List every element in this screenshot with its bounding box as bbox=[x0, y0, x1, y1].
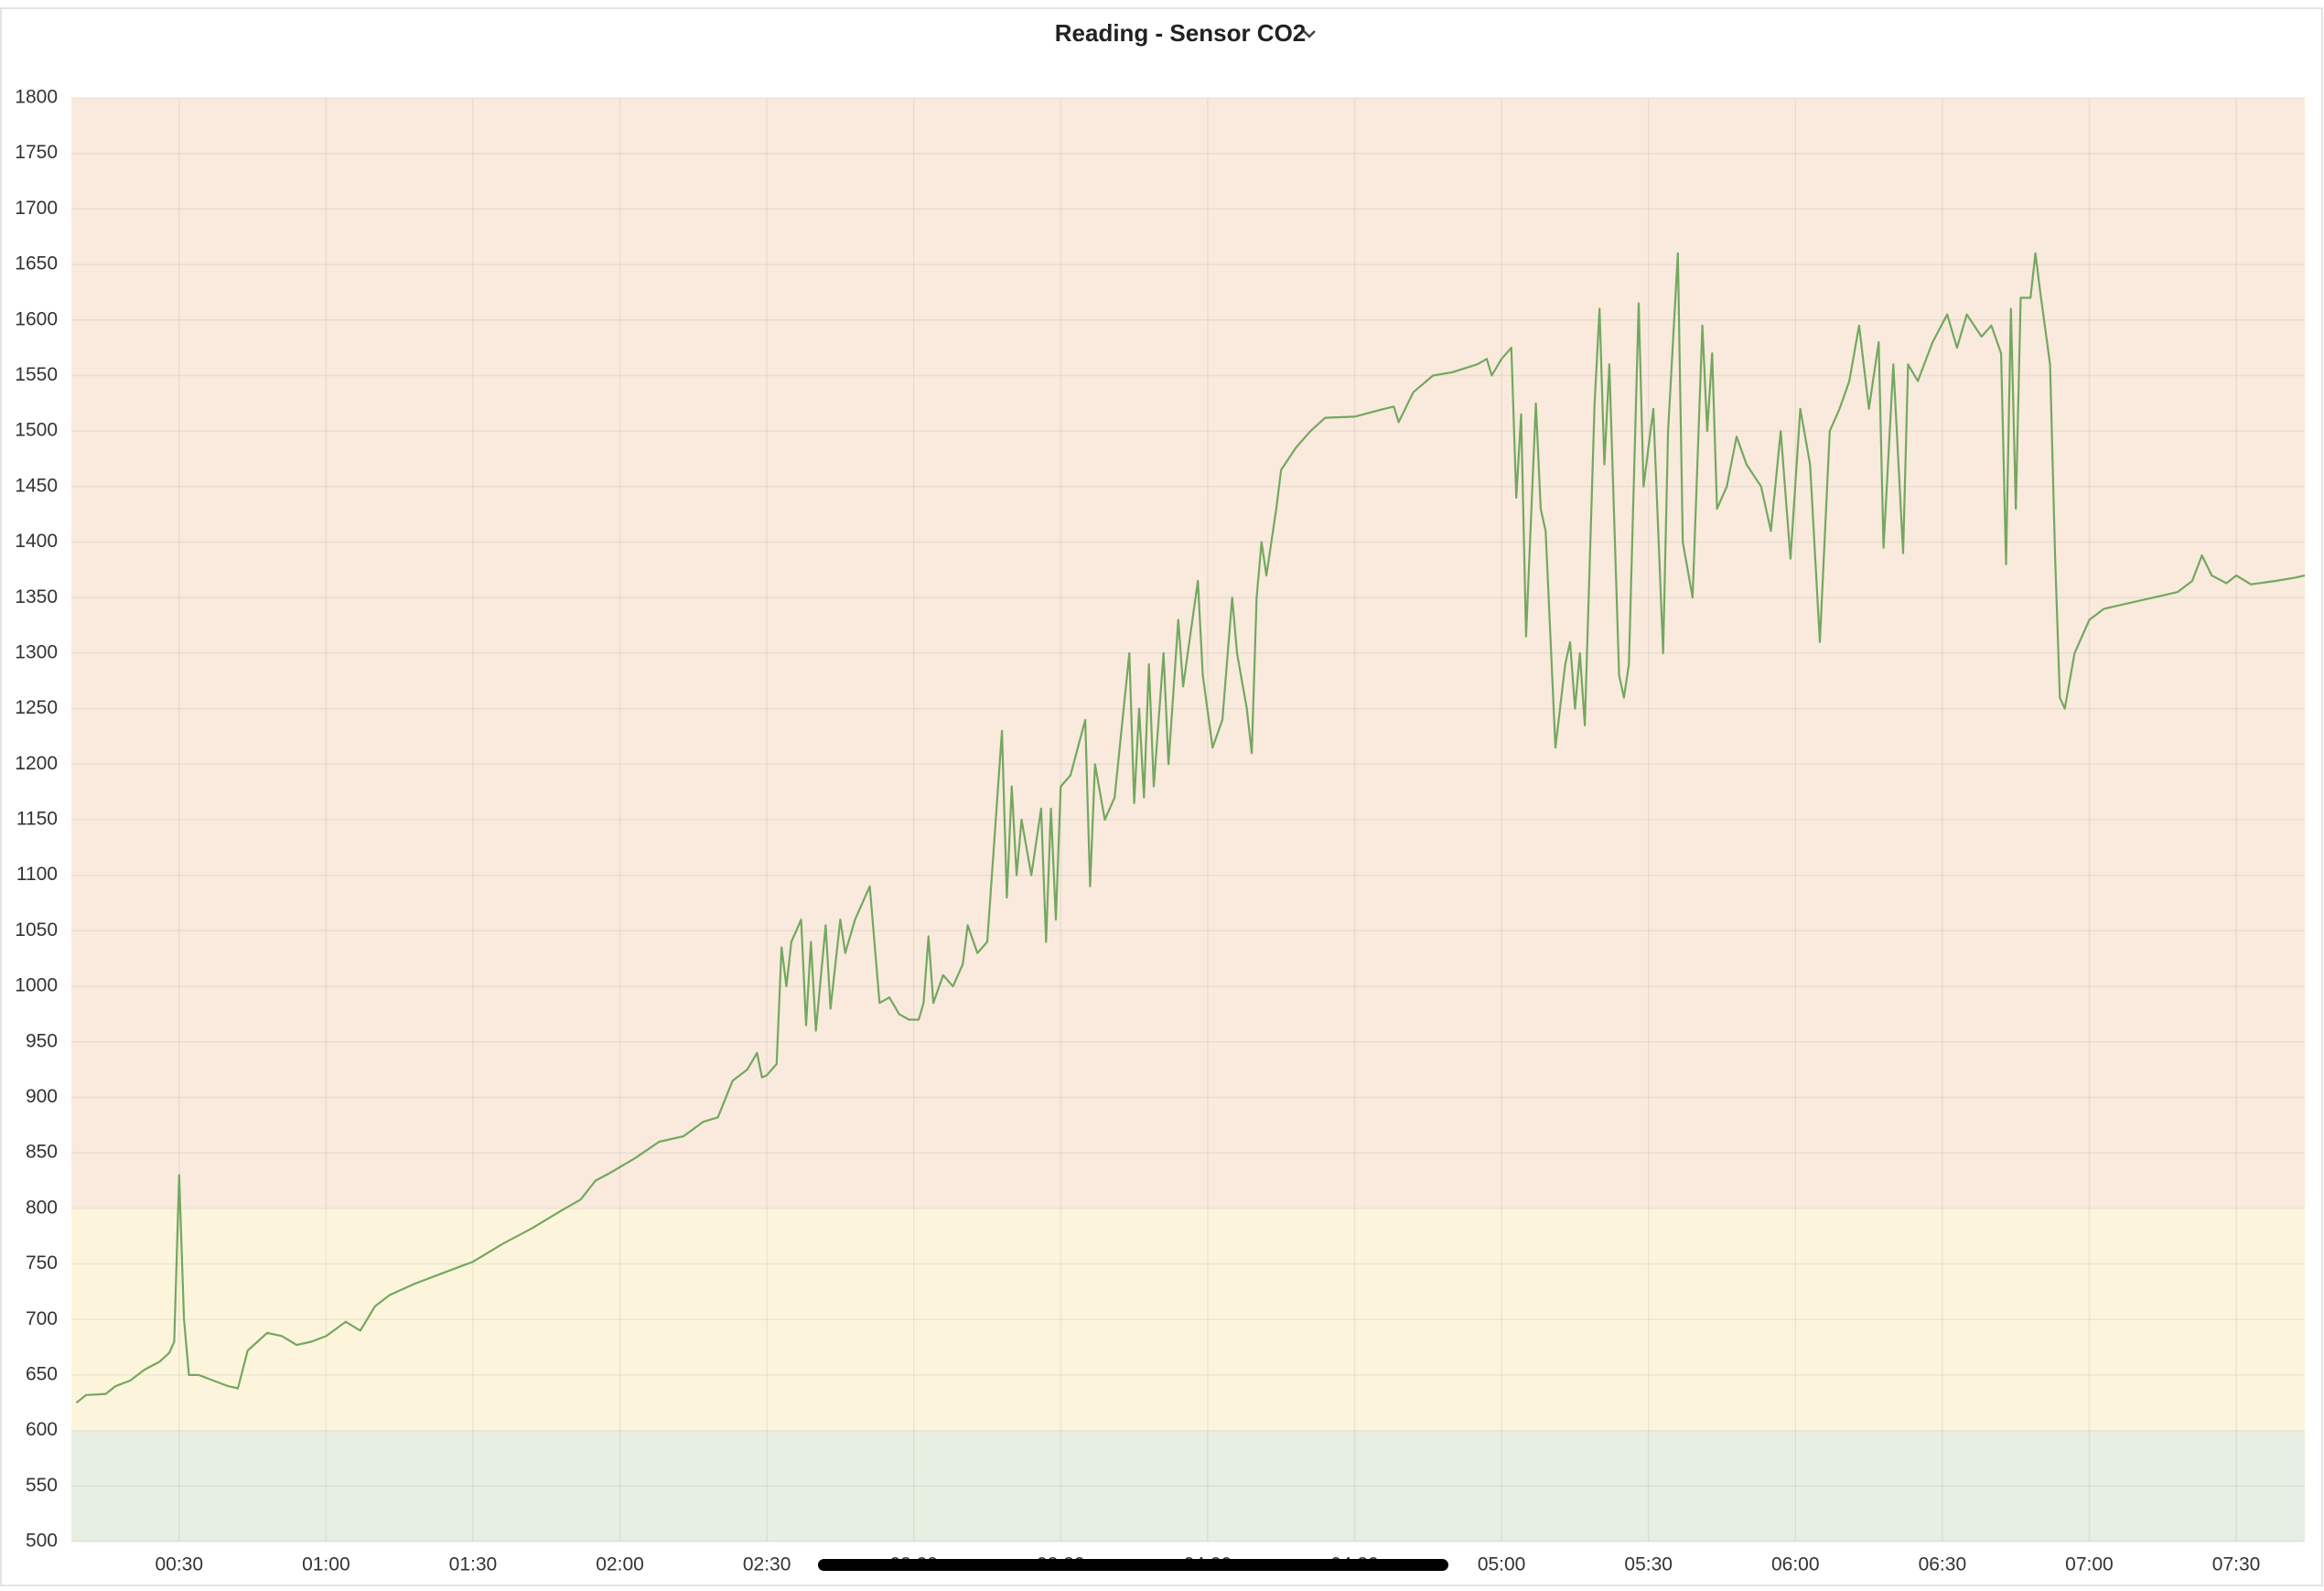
y-tick-label: 1150 bbox=[16, 809, 58, 830]
y-tick-label: 1300 bbox=[15, 641, 58, 662]
y-tick-label: 950 bbox=[26, 1030, 58, 1051]
x-tick-label: 02:30 bbox=[743, 1554, 791, 1575]
title-chevron[interactable] bbox=[1303, 30, 1316, 38]
y-tick-label: 500 bbox=[26, 1531, 58, 1552]
home-indicator bbox=[818, 1559, 1448, 1571]
y-tick-label: 700 bbox=[26, 1308, 58, 1329]
x-tick-label: 01:00 bbox=[302, 1554, 350, 1575]
y-tick-label: 1600 bbox=[15, 308, 58, 329]
y-tick-label: 1200 bbox=[15, 753, 58, 774]
y-tick-label: 1100 bbox=[16, 864, 58, 885]
y-tick-label: 850 bbox=[26, 1142, 58, 1163]
x-tick-label: 02:00 bbox=[596, 1554, 644, 1575]
x-tick-label: 05:00 bbox=[1478, 1554, 1526, 1575]
y-tick-label: 750 bbox=[26, 1252, 58, 1274]
x-tick-label: 06:00 bbox=[1771, 1554, 1820, 1575]
y-tick-label: 1050 bbox=[15, 919, 58, 941]
panel-title[interactable]: Reading - Sensor CO2 bbox=[1055, 19, 1307, 47]
y-tick-label: 800 bbox=[26, 1197, 58, 1218]
y-tick-label: 1000 bbox=[15, 975, 58, 996]
x-tick-label: 07:30 bbox=[2212, 1554, 2261, 1575]
y-tick-label: 1800 bbox=[15, 87, 58, 108]
y-tick-label: 1700 bbox=[15, 198, 58, 219]
y-tick-label: 650 bbox=[26, 1363, 58, 1384]
x-tick-label: 01:30 bbox=[449, 1554, 498, 1575]
y-tick-label: 600 bbox=[26, 1419, 58, 1440]
series-line bbox=[75, 252, 2306, 1404]
x-tick-label: 07:00 bbox=[2065, 1554, 2114, 1575]
threshold-band bbox=[71, 1430, 2305, 1542]
x-tick-label: 05:30 bbox=[1624, 1554, 1673, 1575]
threshold-band bbox=[71, 1208, 2305, 1431]
y-tick-label: 1450 bbox=[15, 475, 58, 496]
y-tick-label: 900 bbox=[26, 1086, 58, 1107]
x-tick-label: 06:30 bbox=[1919, 1554, 1967, 1575]
y-tick-label: 1250 bbox=[15, 697, 58, 718]
y-tick-label: 550 bbox=[26, 1475, 58, 1496]
plot: 500 550 600 650 700 750 800 850 900 950 1000 1050 11… bbox=[15, 87, 2306, 1575]
y-tick-label: 1750 bbox=[15, 142, 58, 163]
x-tick-label: 00:30 bbox=[155, 1554, 203, 1575]
y-tick-label: 1400 bbox=[15, 531, 58, 552]
y-tick-label: 1650 bbox=[15, 253, 58, 274]
y-tick-label: 1500 bbox=[15, 420, 58, 441]
y-tick-label: 1350 bbox=[15, 586, 58, 607]
y-tick-label: 1550 bbox=[15, 364, 58, 385]
